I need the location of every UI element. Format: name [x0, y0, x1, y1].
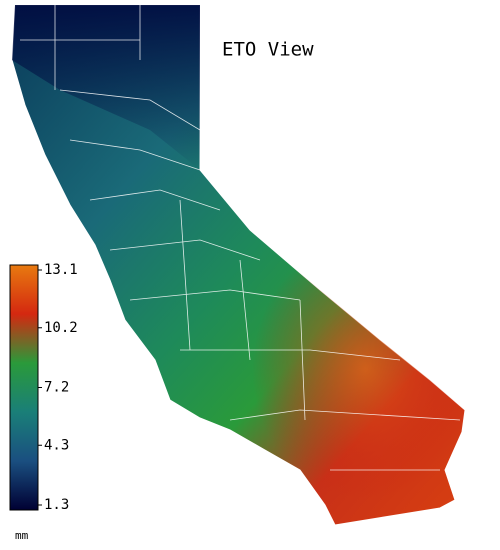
- colorbar-tick-label: 10.2: [44, 320, 78, 336]
- colorbar-unit: mm: [15, 529, 29, 542]
- colorbar-tick-label: 13.1: [44, 262, 78, 278]
- colorbar: [9, 264, 39, 511]
- colorbar-tick-label: 4.3: [44, 437, 69, 453]
- map-title: ETO View: [222, 39, 314, 61]
- colorbar-tick-label: 7.2: [44, 380, 69, 396]
- colorbar-tick-label: 1.3: [44, 497, 69, 513]
- california-map: [11, 4, 466, 526]
